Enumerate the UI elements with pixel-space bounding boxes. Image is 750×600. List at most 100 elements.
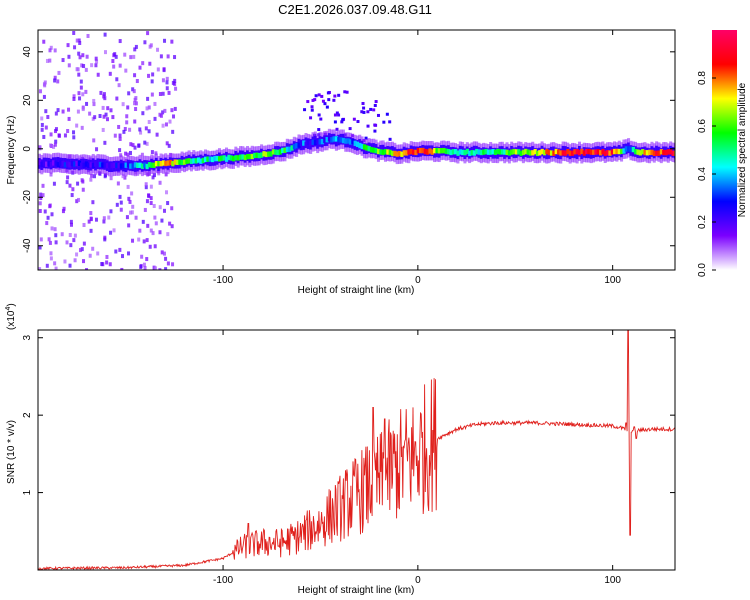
- spectrogram-noise-cell: [100, 262, 103, 266]
- spectrogram-noise-cell: [51, 226, 54, 230]
- spectrogram-noise-cell: [117, 181, 120, 185]
- spectrogram-noise-cell: [145, 182, 148, 186]
- spectrogram-noise-cell: [115, 77, 118, 81]
- spectrogram-noise-cell: [71, 187, 74, 191]
- spectrogram-noise-cell: [372, 108, 375, 111]
- spectrogram-noise-cell: [67, 55, 70, 59]
- colorbar-tick-label: 0.0: [697, 263, 708, 277]
- spectrogram-noise-cell: [41, 128, 44, 132]
- spectrogram-noise-cell: [54, 143, 57, 147]
- spectrogram-y-tick-label: 0: [22, 146, 33, 152]
- spectrogram-noise-cell: [84, 90, 87, 94]
- spectrogram-noise-cell: [112, 65, 115, 69]
- spectrogram-noise-cell: [127, 223, 130, 227]
- spectrogram-noise-cell: [143, 141, 146, 145]
- snr-x-tick-label: -100: [213, 575, 233, 586]
- spectrogram-noise-cell: [374, 104, 377, 107]
- spectrogram-noise-cell: [156, 133, 159, 137]
- spectrogram-noise-cell: [81, 178, 84, 182]
- spectrogram-noise-cell: [142, 220, 145, 224]
- spectrogram-noise-cell: [327, 98, 330, 101]
- spectrogram-noise-cell: [146, 97, 149, 101]
- spectrogram-noise-cell: [54, 48, 57, 52]
- spectrogram-noise-cell: [46, 264, 49, 268]
- snr-y-tick-label: 1: [22, 489, 33, 495]
- spectrogram-noise-cell: [48, 237, 51, 241]
- spectrogram-noise-cell: [174, 87, 177, 91]
- spectrogram-noise-cell: [114, 249, 117, 253]
- spectrogram-noise-cell: [332, 99, 335, 102]
- spectrogram-noise-cell: [134, 96, 137, 100]
- spectrogram-noise-cell: [77, 110, 80, 114]
- spectrogram-noise-cell: [146, 238, 149, 242]
- spectrogram-noise-cell: [129, 142, 132, 146]
- spectrogram-noise-cell: [46, 115, 49, 119]
- spectrogram-noise-cell: [85, 102, 88, 106]
- spectrogram-noise-cell: [39, 201, 42, 205]
- spectrogram-noise-cell: [128, 200, 131, 204]
- spectrogram-noise-cell: [79, 248, 82, 252]
- spectrogram-noise-cell: [145, 126, 148, 130]
- spectrogram-noise-cell: [130, 191, 133, 195]
- snr-scale-note: (x104): [5, 303, 17, 330]
- spectrogram-noise-cell: [320, 95, 323, 98]
- spectrogram-noise-cell: [44, 209, 47, 213]
- spectrogram-noise-cell: [69, 233, 72, 237]
- spectrogram-noise-cell: [337, 94, 340, 97]
- snr-x-tick-label: 100: [604, 575, 621, 586]
- spectrogram-x-tick-label: 100: [604, 275, 621, 286]
- spectrogram-noise-cell: [51, 212, 54, 216]
- spectrogram-noise-cell: [121, 254, 124, 258]
- spectrogram-noise-cell: [135, 216, 138, 220]
- spectrogram-noise-cell: [309, 116, 312, 119]
- spectrogram-noise-cell: [50, 256, 53, 260]
- spectrogram-noise-cell: [73, 45, 76, 49]
- spectrogram-noise-cell: [127, 185, 130, 189]
- spectrogram-noise-cell: [119, 195, 122, 199]
- spectrogram-noise-cell: [166, 201, 169, 205]
- spectrogram-noise-cell: [54, 227, 57, 231]
- spectrogram-noise-cell: [106, 106, 109, 110]
- spectrogram-noise-cell: [155, 221, 158, 225]
- spectrogram-noise-cell: [66, 129, 69, 133]
- spectrogram-noise-cell: [67, 43, 70, 47]
- spectrogram-noise-cell: [159, 205, 162, 209]
- spectrogram-noise-cell: [152, 175, 155, 179]
- spectrogram-y-tick-label: 40: [22, 46, 33, 58]
- spectrogram-noise-cell: [311, 105, 314, 108]
- colorbar-tick-label: 0.4: [697, 167, 708, 181]
- spectrogram-noise-cell: [127, 251, 130, 255]
- spectrogram-noise-cell: [388, 120, 391, 123]
- spectrogram-noise-cell: [127, 91, 130, 95]
- spectrogram-noise-cell: [138, 229, 141, 233]
- spectrogram-noise-cell: [88, 112, 91, 116]
- spectrogram-noise-cell: [336, 111, 339, 114]
- spectrogram-noise-cell: [120, 201, 123, 205]
- spectrogram-noise-cell: [153, 102, 156, 106]
- spectrogram-noise-cell: [362, 107, 365, 110]
- snr-x-label: Height of straight line (km): [298, 585, 415, 596]
- spectrogram-noise-cell: [124, 69, 127, 73]
- spectrogram-noise-cell: [315, 94, 318, 97]
- spectrogram-noise-cell: [76, 182, 79, 186]
- spectrogram-noise-cell: [67, 108, 70, 112]
- spectrogram-noise-cell: [119, 64, 122, 68]
- spectrogram-noise-cell: [83, 242, 86, 246]
- spectrogram-noise-cell: [68, 117, 71, 121]
- spectrogram-noise-cell: [159, 181, 162, 185]
- spectrogram-noise-cell: [99, 91, 102, 95]
- spectrogram-noise-cell: [105, 260, 108, 264]
- spectrogram-noise-cell: [165, 122, 168, 126]
- spectrogram-noise-cell: [103, 115, 106, 119]
- spectrogram-noise-cell: [167, 261, 170, 265]
- spectrogram-noise-cell: [105, 255, 108, 259]
- spectrogram-noise-cell: [82, 188, 85, 192]
- spectrogram-noise-cell: [109, 262, 112, 266]
- spectrogram-noise-cell: [147, 74, 150, 78]
- spectrogram-noise-cell: [153, 216, 156, 220]
- spectrogram-noise-cell: [163, 67, 166, 71]
- spectrogram-noise-cell: [104, 33, 107, 37]
- colorbar-tick-label: 0.6: [697, 119, 708, 133]
- spectrogram-noise-cell: [118, 248, 121, 252]
- spectrogram-noise-cell: [134, 107, 137, 111]
